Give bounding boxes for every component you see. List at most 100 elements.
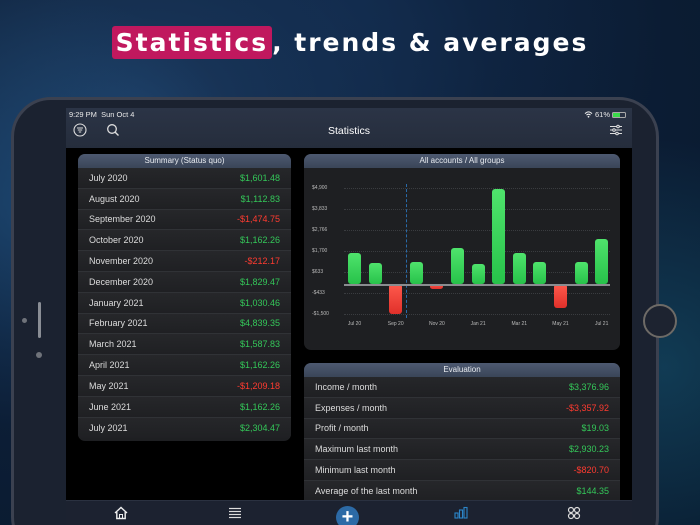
summary-list: July 2020 $1,601.48 August 2020 $1,112.83 Se… bbox=[78, 168, 291, 439]
gridline bbox=[344, 314, 610, 315]
row-label: Income / month bbox=[315, 381, 378, 392]
x-tick-label: Sep 20 bbox=[387, 321, 404, 327]
evaluation-title: Evaluation bbox=[304, 363, 620, 377]
x-tick-label: Mar 21 bbox=[511, 321, 528, 327]
list-row[interactable]: October 2020 $1,162.26 bbox=[78, 230, 291, 252]
statistics-icon[interactable] bbox=[453, 505, 469, 521]
more-icon[interactable] bbox=[566, 505, 582, 521]
row-label: December 2020 bbox=[89, 276, 154, 287]
row-value: $1,162.26 bbox=[239, 401, 280, 412]
bar-aug-20[interactable] bbox=[368, 262, 382, 285]
list-row[interactable]: December 2020 $1,829.47 bbox=[78, 271, 291, 293]
row-label: May 2021 bbox=[89, 380, 129, 391]
list-row[interactable]: July 2020 $1,601.48 bbox=[78, 168, 291, 189]
search-icon[interactable] bbox=[106, 123, 120, 137]
top-bar: 9:29 PM Sun Oct 4 61% Statistics bbox=[66, 108, 632, 148]
home-icon[interactable] bbox=[113, 505, 129, 521]
y-tick-label: $3,833 bbox=[312, 206, 328, 212]
bar-jun-21[interactable] bbox=[574, 261, 588, 285]
row-label: October 2020 bbox=[89, 235, 144, 246]
list-row[interactable]: Profit / month $19.03 bbox=[304, 418, 620, 440]
side-button bbox=[38, 302, 41, 338]
gridline bbox=[344, 230, 610, 231]
list-row[interactable]: Average of the last month $144.35 bbox=[304, 480, 620, 502]
row-label: Profit / month bbox=[315, 423, 369, 434]
battery-icon bbox=[612, 111, 626, 118]
settings-sliders-icon[interactable] bbox=[609, 123, 623, 137]
row-label: September 2020 bbox=[89, 214, 156, 225]
row-value: -$1,474.75 bbox=[236, 214, 280, 225]
row-value: $1,601.48 bbox=[239, 172, 280, 183]
row-value: $2,930.23 bbox=[568, 444, 609, 455]
list-row[interactable]: June 2021 $1,162.26 bbox=[78, 396, 291, 418]
list-row[interactable]: May 2021 -$1,209.18 bbox=[78, 375, 291, 397]
list-row[interactable]: January 2021 $1,030.46 bbox=[78, 292, 291, 314]
x-tick-label: Nov 20 bbox=[428, 321, 445, 327]
bar-chart[interactable]: $4,900 $3,833 $2,766 $1,700 $633 -$433 -$1,500… bbox=[304, 168, 620, 348]
row-value: -$1,209.18 bbox=[236, 380, 280, 391]
list-row[interactable]: September 2020 -$1,474.75 bbox=[78, 209, 291, 231]
row-value: $1,587.83 bbox=[239, 339, 280, 350]
bar-sep-20[interactable] bbox=[389, 284, 403, 314]
y-tick-label: $1,700 bbox=[312, 248, 328, 254]
list-row[interactable]: November 2020 -$212.17 bbox=[78, 251, 291, 272]
list-row[interactable]: February 2021 $4,839.35 bbox=[78, 313, 291, 335]
bar-feb-21[interactable] bbox=[492, 189, 506, 285]
status-right: 61% bbox=[584, 110, 626, 119]
bar-jul-21[interactable] bbox=[595, 239, 609, 285]
x-tick-label: May 21 bbox=[552, 321, 569, 327]
row-value: -$3,357.92 bbox=[565, 402, 609, 413]
gridline bbox=[344, 292, 610, 294]
list-row[interactable]: March 2021 $1,587.83 bbox=[78, 334, 291, 356]
bar-dec-20[interactable] bbox=[451, 248, 464, 285]
filter-menu-icon[interactable] bbox=[73, 123, 87, 137]
headline: Statistics, trends & averages bbox=[0, 26, 700, 59]
row-label: Average of the last month bbox=[315, 486, 418, 497]
x-tick-label: Jul 20 bbox=[347, 321, 362, 327]
list-row[interactable]: Minimum last month -$820.70 bbox=[304, 460, 620, 481]
row-value: $1,829.47 bbox=[239, 276, 280, 287]
row-label: July 2020 bbox=[89, 172, 128, 183]
row-label: February 2021 bbox=[89, 318, 148, 329]
row-label: July 2021 bbox=[89, 422, 128, 433]
y-tick-label: $4,900 bbox=[312, 185, 328, 191]
row-label: Maximum last month bbox=[315, 444, 399, 455]
row-label: March 2021 bbox=[89, 339, 137, 350]
bar-nov-20[interactable] bbox=[430, 284, 444, 289]
list-row[interactable]: August 2020 $1,112.83 bbox=[78, 188, 291, 210]
bar-jul-20[interactable] bbox=[348, 252, 361, 285]
x-tick-label: Jan 21 bbox=[470, 321, 486, 327]
gridline bbox=[344, 251, 610, 252]
sensor-dot bbox=[36, 352, 42, 358]
bar-mar-21[interactable] bbox=[512, 253, 526, 285]
list-row[interactable]: July 2021 $2,304.47 bbox=[78, 417, 291, 439]
row-label: Expenses / month bbox=[315, 402, 388, 413]
list-row[interactable]: April 2021 $1,162.26 bbox=[78, 355, 291, 376]
selection-line bbox=[406, 184, 407, 318]
row-value: -$820.70 bbox=[573, 465, 609, 476]
row-value: $1,162.26 bbox=[239, 235, 280, 246]
add-button[interactable]: + bbox=[336, 506, 359, 525]
row-value: $1,112.83 bbox=[240, 193, 280, 204]
chart-card: All accounts / All groups $4,900 $3,833 $2… bbox=[304, 154, 620, 350]
battery-percent: 61% bbox=[594, 110, 610, 119]
camera-dot bbox=[22, 318, 27, 323]
bar-oct-20[interactable] bbox=[409, 261, 423, 285]
headline-highlight: Statistics bbox=[111, 26, 273, 59]
time: 9:29 PM bbox=[69, 110, 97, 119]
row-value: $144.35 bbox=[576, 486, 609, 497]
list-row[interactable]: Income / month $3,376.96 bbox=[304, 377, 620, 398]
evaluation-card: Evaluation Income / month $3,376.96 Expens… bbox=[304, 363, 620, 513]
row-value: $3,376.96 bbox=[568, 381, 609, 392]
list-icon[interactable] bbox=[227, 505, 243, 521]
summary-title: Summary (Status quo) bbox=[78, 154, 291, 168]
bar-may-21[interactable] bbox=[554, 284, 567, 309]
x-tick-label: Jul 21 bbox=[595, 321, 609, 327]
list-row[interactable]: Maximum last month $2,930.23 bbox=[304, 439, 620, 461]
row-value: $2,304.47 bbox=[239, 422, 280, 433]
list-row[interactable]: Expenses / month -$3,357.92 bbox=[304, 397, 620, 419]
zero-axis bbox=[344, 284, 610, 286]
bar-apr-21[interactable] bbox=[533, 261, 547, 285]
bar-jan-21[interactable] bbox=[471, 264, 485, 285]
home-hardware-button[interactable] bbox=[643, 304, 677, 338]
